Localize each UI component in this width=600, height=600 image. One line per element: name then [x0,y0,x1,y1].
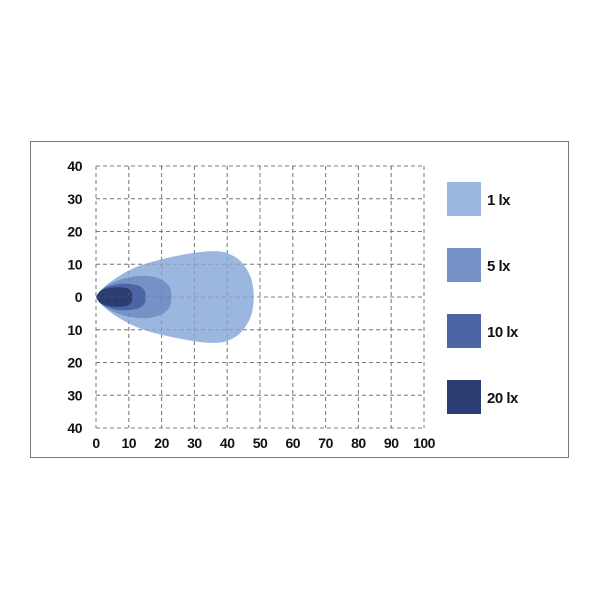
contour-1-lx [96,251,254,343]
x-tick-label: 80 [351,435,366,451]
x-tick-label: 100 [413,435,436,451]
grid-overlay [95,165,425,429]
y-tick-label: 30 [67,191,82,207]
x-tick-label: 30 [187,435,202,451]
contours [96,251,254,343]
legend-item: 1 lx [447,182,512,216]
contour-20-lx [96,287,133,307]
legend-label: 10 lx [487,324,519,341]
legend-item: 20 lx [447,380,520,414]
legend: 1 lx 5 lx 10 lx 20 lx [447,182,520,414]
x-tick-label: 90 [384,435,399,451]
legend-label: 5 lx [487,258,511,275]
y-axis-ticks: 40 30 20 10 0 10 20 30 40 [67,158,83,436]
y-tick-label: 40 [67,420,82,436]
legend-label: 1 lx [487,192,511,209]
legend-swatch [447,248,481,282]
y-tick-label: 10 [67,256,82,272]
x-tick-label: 20 [154,435,169,451]
y-tick-label: 10 [67,322,82,338]
y-tick-label: 20 [67,355,82,371]
legend-swatch [447,314,481,348]
grid [95,165,425,429]
x-tick-label: 50 [253,435,268,451]
y-tick-label: 20 [67,224,82,240]
x-tick-label: 0 [92,435,100,451]
x-tick-label: 60 [286,435,301,451]
legend-item: 5 lx [447,248,512,282]
legend-swatch [447,182,481,216]
x-tick-label: 40 [220,435,235,451]
legend-item: 10 lx [447,314,520,348]
x-tick-label: 10 [122,435,137,451]
y-tick-label: 0 [75,289,83,305]
legend-label: 20 lx [487,390,519,407]
x-axis-ticks: 0 10 20 30 40 50 60 70 80 90 100 [92,435,436,451]
x-tick-label: 70 [318,435,333,451]
y-tick-label: 40 [67,158,82,174]
chart-frame [30,141,569,458]
legend-swatch [447,380,481,414]
y-tick-label: 30 [67,387,82,403]
